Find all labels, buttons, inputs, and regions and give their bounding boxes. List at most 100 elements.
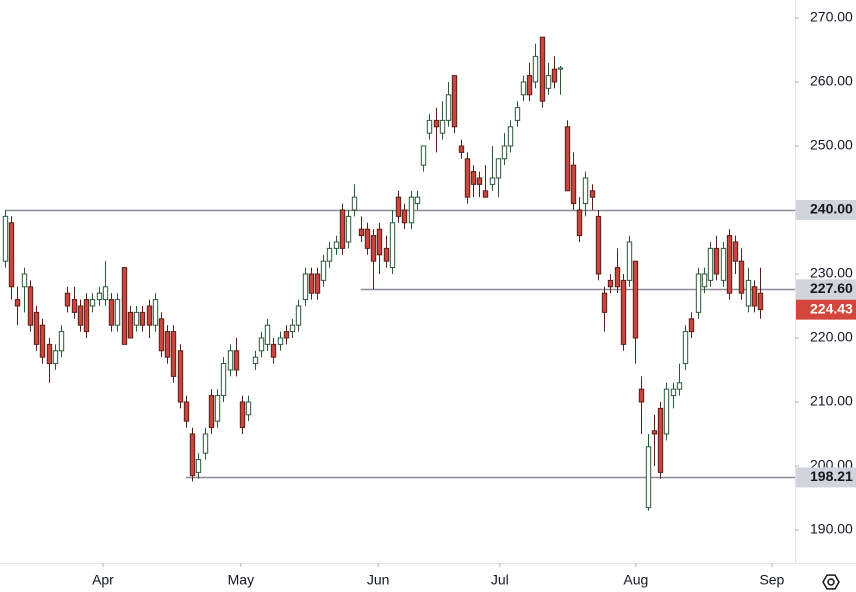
candle-body (245, 401, 252, 416)
candle-body (71, 299, 78, 313)
candle-body (339, 209, 346, 249)
candle-body (170, 331, 177, 377)
candle-body (489, 177, 496, 185)
candle-body (482, 190, 489, 198)
y-tick-label: 260.00 (810, 73, 853, 89)
candle-body (426, 119, 433, 134)
candle-body (439, 119, 446, 134)
candle-body (33, 311, 40, 345)
candle-body (227, 350, 234, 371)
settings-dot[interactable] (827, 578, 835, 586)
candle-body (370, 235, 377, 262)
candle-body (89, 299, 96, 307)
candle-body (501, 145, 508, 160)
candle-body (277, 337, 284, 345)
candle-body (8, 222, 15, 288)
candle-body (295, 305, 302, 326)
candle-body (14, 299, 21, 307)
candle-body (333, 241, 340, 249)
candle-body (526, 75, 533, 96)
price-label: 198.21 (810, 468, 853, 484)
candle-body (214, 395, 221, 422)
candle-body (314, 273, 321, 294)
price-label: 240.00 (810, 201, 853, 217)
y-tick-label: 190.00 (810, 521, 853, 537)
candle-body (164, 331, 171, 358)
candle-body (676, 382, 683, 390)
candle-body (239, 401, 246, 429)
candle-body (745, 279, 752, 307)
candle-body (152, 299, 159, 326)
candle-body (139, 311, 146, 326)
candle-body (670, 388, 677, 397)
candle-body (83, 299, 90, 333)
candle-body (614, 267, 621, 288)
candle-body (133, 311, 140, 326)
price-label-box (796, 467, 856, 488)
candle-body (607, 279, 614, 288)
candle-body (601, 292, 608, 313)
candle-body (757, 292, 764, 311)
candle-body (557, 67, 564, 70)
candle-body (64, 292, 71, 307)
candle-body (645, 446, 652, 509)
y-tick-label: 250.00 (810, 137, 853, 153)
candle-body (220, 363, 227, 397)
candle-body (682, 331, 689, 365)
candle-body (114, 299, 121, 326)
x-tick-label: Jun (367, 572, 390, 588)
price-label: 224.43 (810, 300, 853, 316)
candle-body (632, 260, 639, 339)
candle-body (289, 324, 296, 333)
candle-body (195, 459, 202, 473)
candle-body (233, 350, 240, 371)
candle-body (364, 228, 371, 249)
candle-body (158, 318, 165, 352)
x-tick-label: Jul (491, 572, 509, 588)
candle-body (451, 75, 458, 128)
candle-body (520, 81, 527, 96)
candle-body (564, 126, 571, 192)
candle-body (283, 331, 290, 339)
candle-body (302, 273, 309, 301)
x-tick-label: Aug (623, 572, 648, 588)
candle-body (395, 196, 402, 217)
candle-body (358, 228, 365, 237)
x-tick-label: May (228, 572, 254, 588)
candle-body (582, 177, 589, 205)
candle-body (551, 68, 558, 83)
candle-body (657, 407, 664, 473)
candle-body (589, 190, 596, 198)
price-label-box (796, 279, 856, 300)
candle-body (46, 343, 53, 365)
candle-body (695, 273, 702, 313)
candle-body (389, 222, 396, 269)
candle-body (713, 247, 720, 275)
candle-body (351, 196, 358, 211)
candle-body (514, 107, 521, 121)
settings-hexagon[interactable] (822, 574, 840, 590)
candle-body (376, 228, 383, 256)
candle-body (595, 215, 602, 275)
candle-body (189, 433, 196, 477)
candle-body (52, 350, 59, 365)
candle-body (258, 337, 265, 352)
candle-body (264, 324, 271, 345)
candle-body (732, 241, 739, 262)
candle-body (545, 75, 552, 89)
candle-body (252, 356, 259, 365)
candle-body (383, 247, 390, 262)
settings-icon[interactable] (822, 574, 840, 590)
candle-body (21, 273, 28, 288)
candle-body (345, 215, 352, 243)
candle-body (458, 145, 465, 153)
candle-body (177, 350, 184, 403)
candle-body (420, 145, 427, 166)
candle-body (96, 292, 103, 301)
candle-body (726, 235, 733, 294)
candle-body (707, 247, 714, 281)
candle-body (39, 324, 46, 358)
y-tick-label: 270.00 (810, 9, 853, 25)
candle-body (532, 55, 539, 83)
